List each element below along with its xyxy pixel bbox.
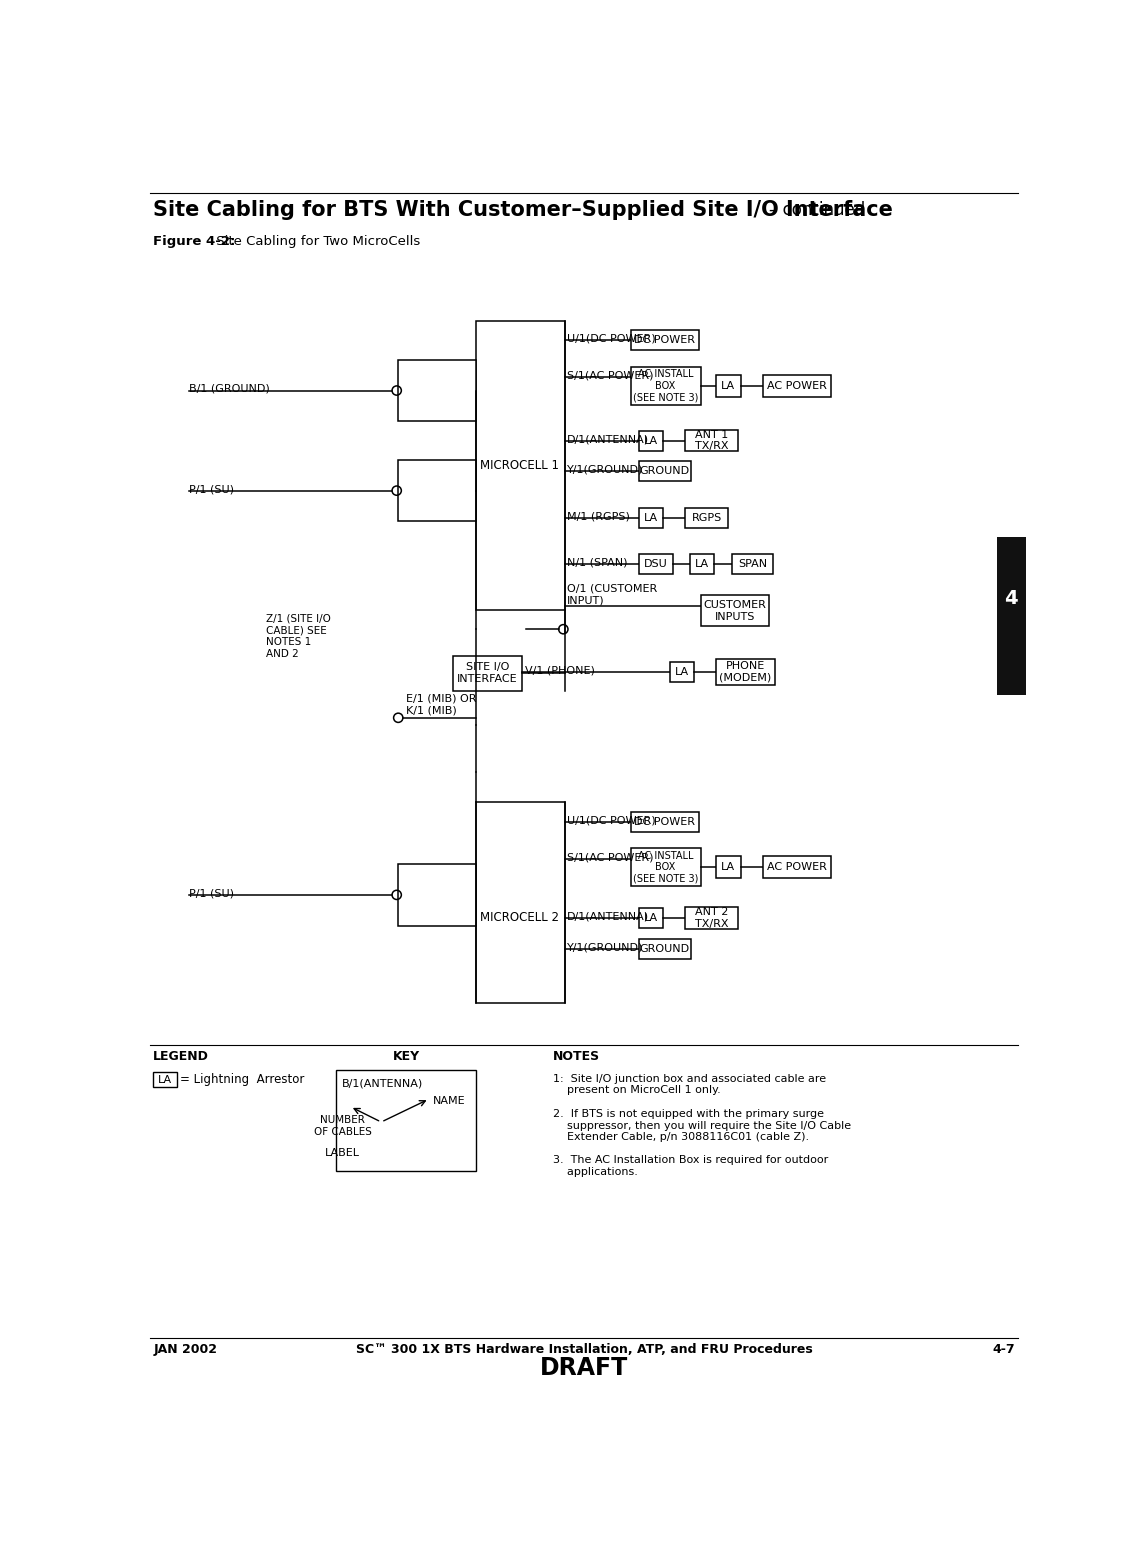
- Bar: [763, 856, 831, 878]
- Bar: [638, 908, 663, 928]
- Text: O/1 (CUSTOMER
INPUT): O/1 (CUSTOMER INPUT): [568, 584, 658, 606]
- Bar: [638, 553, 673, 573]
- Text: DC POWER: DC POWER: [634, 817, 695, 827]
- Bar: [475, 322, 565, 611]
- Text: DC POWER: DC POWER: [634, 336, 695, 345]
- Text: LA: LA: [644, 435, 658, 446]
- Text: PHONE
(MODEM): PHONE (MODEM): [719, 660, 772, 682]
- Text: 3.  The AC Installation Box is required for outdoor
    applications.: 3. The AC Installation Box is required f…: [553, 1155, 829, 1176]
- Text: B/1 (GROUND): B/1 (GROUND): [189, 384, 270, 395]
- Bar: [716, 375, 741, 396]
- Text: LA: LA: [695, 559, 709, 569]
- Bar: [630, 367, 700, 406]
- Text: SPAN: SPAN: [738, 559, 767, 569]
- Bar: [638, 508, 663, 528]
- Text: Site Cabling for Two MicroCells: Site Cabling for Two MicroCells: [212, 235, 421, 249]
- Bar: [398, 460, 475, 522]
- Bar: [700, 595, 768, 626]
- Bar: [669, 662, 694, 682]
- Text: RGPS: RGPS: [692, 513, 722, 522]
- Bar: [630, 811, 699, 831]
- Text: V/1 (PHONE): V/1 (PHONE): [524, 665, 594, 674]
- Text: JAN 2002: JAN 2002: [154, 1343, 218, 1355]
- Bar: [685, 508, 728, 528]
- Bar: [716, 856, 741, 878]
- Text: E/1 (MIB) OR
K/1 (MIB): E/1 (MIB) OR K/1 (MIB): [406, 695, 477, 715]
- Text: LA: LA: [644, 513, 658, 522]
- Text: D/1(ANTENNA): D/1(ANTENNA): [568, 434, 650, 444]
- Bar: [154, 1072, 177, 1088]
- Text: – continued: – continued: [768, 200, 865, 219]
- Text: Site Cabling for BTS With Customer–Supplied Site I/O Interface: Site Cabling for BTS With Customer–Suppl…: [154, 199, 894, 219]
- Bar: [685, 430, 738, 451]
- Bar: [716, 659, 775, 685]
- Bar: [763, 375, 831, 396]
- Text: DSU: DSU: [644, 559, 667, 569]
- Bar: [630, 331, 699, 351]
- Text: LABEL: LABEL: [325, 1148, 360, 1158]
- Text: LEGEND: LEGEND: [154, 1051, 210, 1063]
- Bar: [475, 802, 565, 1002]
- Text: LA: LA: [722, 381, 735, 392]
- Bar: [685, 908, 738, 929]
- Bar: [690, 553, 715, 573]
- Text: 1:  Site I/O junction box and associated cable are
    present on MicroCell 1 on: 1: Site I/O junction box and associated …: [553, 1074, 826, 1096]
- Bar: [336, 1071, 475, 1170]
- Text: GROUND: GROUND: [640, 943, 690, 954]
- Text: Z/1 (SITE I/O
CABLE) SEE
NOTES 1
AND 2: Z/1 (SITE I/O CABLE) SEE NOTES 1 AND 2: [267, 614, 332, 659]
- Text: LA: LA: [644, 914, 658, 923]
- Text: N/1 (SPAN): N/1 (SPAN): [568, 558, 628, 567]
- Text: AC INSTALL
BOX
(SEE NOTE 3): AC INSTALL BOX (SEE NOTE 3): [633, 370, 699, 402]
- Text: AC POWER: AC POWER: [767, 862, 826, 872]
- Text: LA: LA: [675, 667, 689, 676]
- Bar: [998, 656, 1026, 695]
- Text: CUSTOMER
INPUTS: CUSTOMER INPUTS: [703, 600, 766, 622]
- Text: Y/1(GROUND): Y/1(GROUND): [568, 942, 644, 953]
- Text: S/1(AC POWER): S/1(AC POWER): [568, 852, 653, 862]
- Text: = Lightning  Arrestor: = Lightning Arrestor: [180, 1074, 304, 1086]
- Text: 4: 4: [1004, 589, 1018, 608]
- Text: DRAFT: DRAFT: [540, 1357, 628, 1380]
- Text: MICROCELL 1: MICROCELL 1: [480, 458, 560, 472]
- Bar: [638, 462, 691, 482]
- Bar: [638, 939, 691, 959]
- Bar: [998, 536, 1026, 656]
- Text: GROUND: GROUND: [640, 466, 690, 477]
- Text: P/1 (SU): P/1 (SU): [189, 889, 234, 898]
- Bar: [630, 848, 700, 886]
- Text: P/1 (SU): P/1 (SU): [189, 485, 234, 494]
- Text: NOTES: NOTES: [553, 1051, 601, 1063]
- Text: NAME: NAME: [433, 1096, 466, 1106]
- Text: ANT 1
TX/RX: ANT 1 TX/RX: [694, 430, 728, 451]
- Text: KEY: KEY: [392, 1051, 420, 1063]
- Text: LA: LA: [158, 1075, 172, 1085]
- Text: ANT 2
TX/RX: ANT 2 TX/RX: [694, 908, 728, 929]
- Text: B/1(ANTENNA): B/1(ANTENNA): [342, 1078, 423, 1088]
- Text: SITE I/O
INTERFACE: SITE I/O INTERFACE: [457, 662, 518, 684]
- Bar: [732, 553, 773, 573]
- Text: SC™ 300 1X BTS Hardware Installation, ATP, and FRU Procedures: SC™ 300 1X BTS Hardware Installation, AT…: [356, 1343, 813, 1355]
- Text: Y/1(GROUND): Y/1(GROUND): [568, 465, 644, 476]
- Text: D/1(ANTENNA): D/1(ANTENNA): [568, 912, 650, 922]
- Text: U/1(DC POWER): U/1(DC POWER): [568, 816, 656, 825]
- Bar: [398, 864, 475, 926]
- Text: AC INSTALL
BOX
(SEE NOTE 3): AC INSTALL BOX (SEE NOTE 3): [633, 850, 699, 884]
- Text: NUMBER
OF CABLES: NUMBER OF CABLES: [314, 1116, 372, 1136]
- Text: U/1(DC POWER): U/1(DC POWER): [568, 334, 656, 343]
- Bar: [398, 359, 475, 421]
- Text: MICROCELL 2: MICROCELL 2: [480, 912, 560, 925]
- Text: AC POWER: AC POWER: [767, 381, 826, 392]
- Text: 2.  If BTS is not equipped with the primary surge
    suppressor, then you will : 2. If BTS is not equipped with the prima…: [553, 1110, 852, 1142]
- Text: Figure 4-2:: Figure 4-2:: [154, 235, 236, 249]
- Text: S/1(AC POWER): S/1(AC POWER): [568, 371, 653, 381]
- Text: LA: LA: [722, 862, 735, 872]
- Bar: [453, 656, 522, 692]
- Text: 4-7: 4-7: [993, 1343, 1015, 1355]
- Bar: [638, 430, 663, 451]
- Text: M/1 (RGPS): M/1 (RGPS): [568, 511, 630, 521]
